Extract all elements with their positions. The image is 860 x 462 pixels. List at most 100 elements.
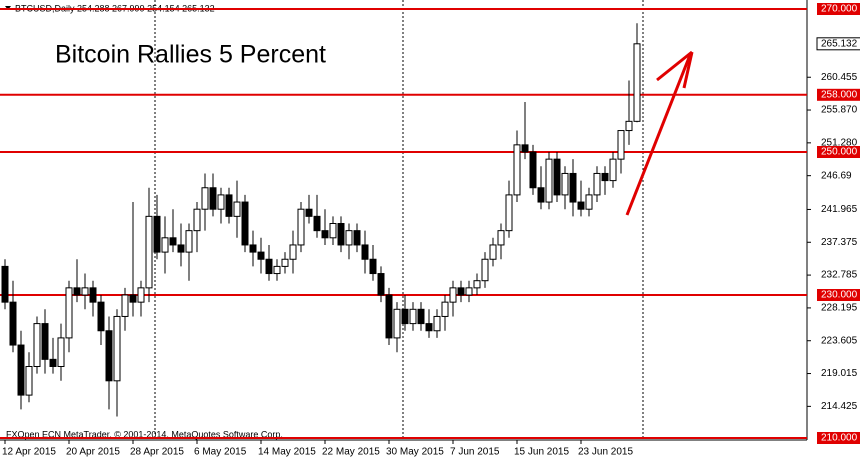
x-tick-label: 20 Apr 2015 — [66, 447, 120, 458]
candle-body — [457, 287, 465, 296]
y-tick-label: 260.455 — [821, 72, 858, 83]
candle-body — [57, 337, 65, 367]
candle-body — [177, 244, 185, 253]
candle-body — [433, 315, 441, 332]
candle-body — [601, 172, 609, 182]
candle-body — [345, 230, 353, 246]
candle-body — [393, 308, 401, 339]
candle-body — [481, 258, 489, 282]
candle-body — [489, 244, 497, 260]
candle-body — [137, 287, 145, 303]
candle-body — [521, 144, 529, 153]
candle-body — [441, 301, 449, 317]
x-tick-label: 28 Apr 2015 — [130, 447, 184, 458]
candle-body — [473, 280, 481, 289]
candle-body — [209, 187, 217, 210]
candle-body — [449, 287, 457, 303]
candle-body — [65, 287, 73, 339]
level-label: 250.000 — [821, 147, 858, 158]
candle-body — [129, 294, 137, 303]
x-tick-label: 23 Jun 2015 — [578, 447, 633, 458]
candle-body — [233, 201, 241, 217]
candle-body — [265, 258, 273, 275]
candle-body — [297, 208, 305, 246]
candle-body — [329, 223, 337, 239]
candle-body — [609, 158, 617, 182]
candle-body — [313, 215, 321, 232]
candle-body — [201, 187, 209, 210]
candle-body — [161, 237, 169, 253]
price-label: 265.132 — [821, 38, 858, 49]
candle-body — [569, 172, 577, 203]
x-tick-label: 22 May 2015 — [322, 447, 380, 458]
candle-body — [225, 194, 233, 217]
candle-body — [81, 287, 89, 296]
candle-body — [593, 172, 601, 196]
candle-body — [321, 230, 329, 239]
candle-body — [617, 130, 625, 160]
candle-body — [145, 215, 153, 289]
candle-body — [553, 158, 561, 196]
y-tick-label: 251.280 — [821, 137, 858, 148]
candle-body — [289, 244, 297, 260]
y-tick-label: 255.870 — [821, 105, 858, 116]
candle-body — [377, 273, 385, 296]
candle-body — [505, 194, 513, 232]
candle-body — [337, 223, 345, 246]
y-tick-label: 241.965 — [821, 204, 858, 215]
x-tick-label: 30 May 2015 — [386, 447, 444, 458]
candle-body — [113, 315, 121, 382]
level-label-box — [817, 432, 860, 444]
x-tick-label: 12 Apr 2015 — [2, 447, 56, 458]
candle-body — [497, 230, 505, 246]
y-tick-label: 237.375 — [821, 237, 858, 248]
candle-body — [417, 308, 425, 325]
x-tick-label: 7 Jun 2015 — [450, 447, 500, 458]
candle-body — [89, 287, 97, 303]
level-label: 258.000 — [821, 89, 858, 100]
candle-body — [49, 358, 57, 368]
x-tick-label: 14 May 2015 — [258, 447, 316, 458]
candle-body — [401, 308, 409, 325]
candle-body — [249, 244, 257, 253]
level-label: 230.000 — [821, 290, 858, 301]
candle-body — [537, 187, 545, 203]
price-label-box — [816, 37, 860, 51]
footer: FXOpen ECN MetaTrader, © 2001-2014, Meta… — [6, 429, 283, 439]
level-label-box — [817, 146, 860, 158]
candle-body — [545, 158, 553, 203]
candle-body — [1, 265, 9, 303]
candle-body — [361, 244, 369, 260]
candle-body — [281, 258, 289, 267]
candle-body — [185, 230, 193, 253]
y-tick-label: 232.785 — [821, 270, 858, 281]
candle-body — [385, 294, 393, 339]
candle-body — [25, 366, 33, 396]
candle-body — [513, 144, 521, 196]
candle-body — [105, 330, 113, 382]
candle-body — [529, 151, 537, 189]
candle-body — [17, 344, 25, 396]
candle-body — [305, 208, 313, 217]
candle-body — [257, 251, 265, 260]
x-tick-label: 15 Jun 2015 — [514, 447, 569, 458]
candle-body — [577, 201, 585, 210]
candle-body — [273, 265, 281, 275]
candle-body — [193, 208, 201, 232]
annotation-arrow — [625, 50, 694, 216]
candle-body — [625, 120, 633, 132]
candle-body — [633, 43, 641, 122]
candle-body — [41, 323, 49, 360]
y-tick-label: 219.015 — [821, 368, 858, 379]
y-tick-label: 228.195 — [821, 303, 858, 314]
candle-body — [121, 294, 129, 317]
candle-body — [241, 201, 249, 246]
candle-body — [97, 301, 105, 332]
y-tick-label: 223.605 — [821, 335, 858, 346]
candle-body — [409, 308, 417, 325]
candle-body — [153, 215, 161, 253]
candle-body — [33, 323, 41, 368]
candle-body — [561, 172, 569, 196]
x-tick-label: 6 May 2015 — [194, 447, 247, 458]
